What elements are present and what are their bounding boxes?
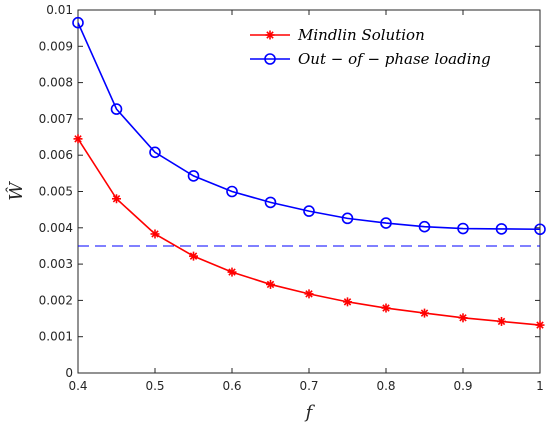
data-point-series-0 — [497, 316, 506, 326]
data-point-series-1 — [495, 223, 508, 235]
series-layer — [72, 16, 546, 330]
x-tick-label: 0.6 — [222, 379, 241, 393]
legend: Mindlin Solution Out − of − phase loading — [245, 20, 535, 72]
x-tick-label: 0.8 — [376, 379, 395, 393]
x-axis-ticks: 0.4 0.5 0.6 0.7 0.8 0.9 1 — [68, 10, 544, 393]
y-tick-label: 0.006 — [39, 148, 73, 162]
data-point-series-0 — [304, 289, 314, 299]
data-point-series-0 — [458, 313, 468, 323]
data-point-series-0 — [227, 267, 237, 277]
data-point-series-1 — [226, 185, 238, 198]
y-tick-label: 0.01 — [46, 3, 73, 17]
y-axis-label: Ŵ — [4, 181, 27, 201]
data-point-series-0 — [535, 320, 545, 330]
data-point-series-0 — [150, 229, 160, 239]
data-point-series-0 — [189, 251, 198, 261]
y-tick-label: 0.005 — [39, 185, 73, 199]
y-tick-label: 0.008 — [39, 76, 73, 90]
data-point-series-1 — [149, 146, 161, 159]
data-point-series-1 — [110, 103, 123, 115]
y-tick-label: 0.004 — [39, 221, 73, 235]
data-point-series-0 — [381, 303, 391, 313]
data-point-series-0 — [73, 134, 83, 144]
series-line-1 — [77, 22, 541, 231]
x-tick-label: 0.9 — [453, 379, 472, 393]
y-tick-label: 0.009 — [39, 39, 73, 53]
data-point-series-0 — [266, 279, 275, 289]
data-point-series-1 — [187, 170, 200, 182]
x-tick-label: 0.5 — [145, 379, 164, 393]
y-axis-ticks: 0 0.001 0.002 0.003 0.004 0.005 0.006 0.007 0.00… — [39, 3, 540, 380]
y-tick-label: 0.003 — [39, 257, 73, 271]
data-point-series-1 — [380, 217, 392, 229]
y-tick-label: 0 — [65, 366, 73, 380]
data-point-series-1 — [72, 16, 84, 29]
x-tick-label: 0.4 — [68, 379, 87, 393]
data-point-series-0 — [343, 297, 352, 307]
data-point-series-1 — [534, 223, 546, 236]
y-tick-label: 0.007 — [39, 112, 73, 126]
x-axis-label: f — [304, 402, 316, 423]
legend-swatch-marker — [264, 53, 276, 65]
data-point-series-1 — [303, 205, 315, 217]
y-tick-label: 0.001 — [39, 330, 73, 344]
legend-label: Out − of − phase loading — [298, 50, 491, 68]
x-tick-label: 1 — [536, 379, 544, 393]
data-point-series-1 — [264, 196, 277, 209]
data-point-series-1 — [457, 222, 469, 235]
legend-label: Mindlin Solution — [297, 26, 425, 44]
data-point-series-1 — [341, 212, 354, 225]
x-tick-label: 0.7 — [299, 379, 318, 393]
data-point-series-0 — [420, 308, 429, 318]
data-point-series-1 — [418, 220, 431, 233]
data-point-series-0 — [112, 194, 121, 204]
legend-box — [245, 20, 535, 72]
y-tick-label: 0.002 — [39, 293, 73, 307]
legend-swatch-marker — [265, 30, 275, 40]
